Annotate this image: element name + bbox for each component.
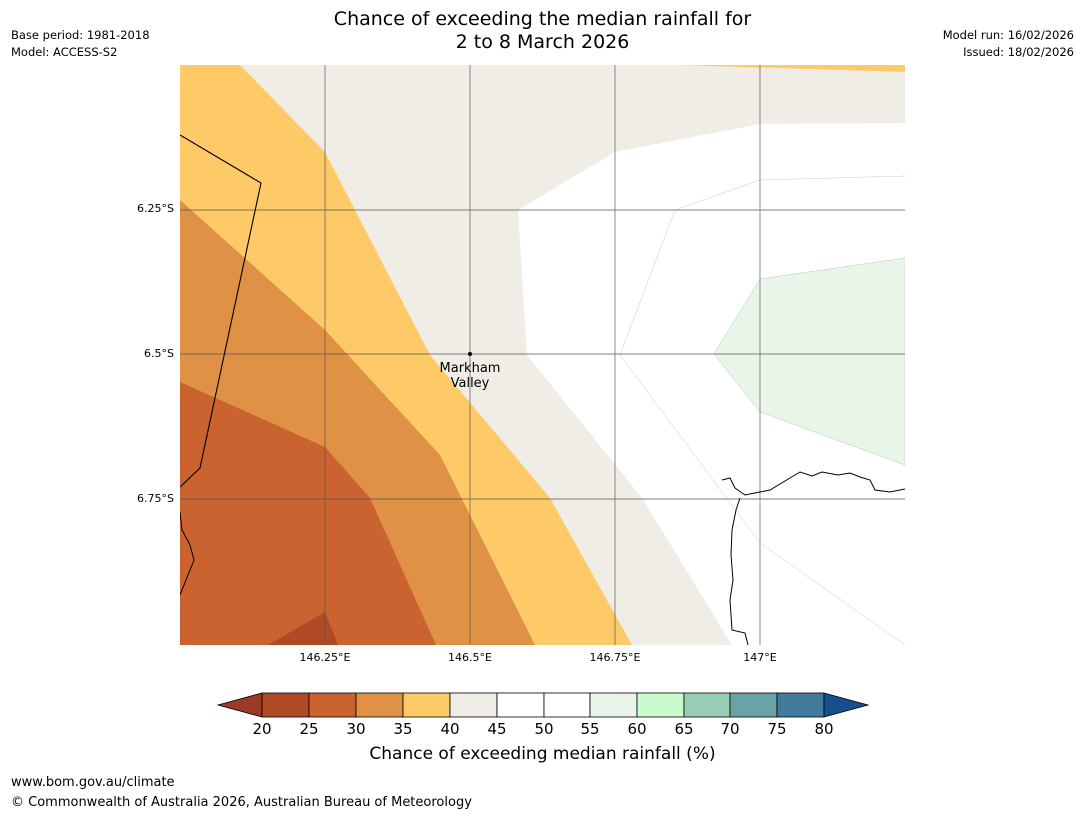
colorbar-bin-50-55 [543, 692, 591, 718]
colorbar-bin-30-35 [355, 692, 404, 718]
colorbar-tick: 70 [720, 720, 740, 738]
colorbar-bin-25-30 [308, 692, 357, 718]
base-period: Base period: 1981-2018 [11, 28, 150, 42]
place-label: Markham Valley [425, 361, 515, 391]
footer-copyright: © Commonwealth of Australia 2026, Austra… [11, 795, 472, 810]
colorbar-bin-35-40 [402, 692, 451, 718]
place-label-line1: Markham [439, 361, 501, 376]
zone-25-30 [180, 382, 436, 645]
zone-35-40-top [680, 65, 905, 72]
colorbar-bin-75-80 [776, 692, 825, 718]
map-title-line2: 2 to 8 March 2026 [455, 31, 630, 53]
colorbar-label: Chance of exceeding median rainfall (%) [369, 744, 716, 764]
meta-right: Model run: 16/02/2026 Issued: 18/02/2026 [943, 27, 1074, 61]
issued-date: Issued: 18/02/2026 [963, 45, 1074, 59]
colorbar-tick: 40 [440, 720, 460, 738]
lat-tick-1: 6.25°S [137, 202, 174, 215]
colorbar-tick: 75 [767, 720, 787, 738]
meta-left: Base period: 1981-2018 Model: ACCESS-S2 [11, 27, 150, 61]
lon-tick-2: 146.5°E [448, 651, 492, 664]
model-run: Model run: 16/02/2026 [942, 28, 1074, 42]
colorbar-tick: 50 [534, 720, 554, 738]
colorbar-arrow-high [823, 692, 870, 718]
colorbar-tick: 20 [252, 720, 272, 738]
lon-tick-1: 146.25°E [299, 651, 351, 664]
coastline-west [180, 511, 195, 596]
colorbar-tick: 60 [627, 720, 647, 738]
place-marker [468, 352, 472, 356]
colorbar-tick: 25 [299, 720, 319, 738]
coastline-river [729, 497, 749, 645]
zone-55-60 [713, 257, 905, 466]
map-title-line1: Chance of exceeding the median rainfall … [333, 8, 752, 30]
colorbar-bin-20-25 [261, 692, 310, 718]
rainfall-map [180, 65, 905, 645]
colorbar-bin-60-65 [636, 692, 685, 718]
colorbar-arrow-low [216, 692, 263, 718]
contour-50 [619, 175, 905, 645]
colorbar-bin-70-75 [729, 692, 778, 718]
graticule [180, 65, 905, 645]
colorbar-bin-65-70 [683, 692, 731, 718]
colorbar-tick: 80 [814, 720, 834, 738]
colorbar-tick: 35 [393, 720, 413, 738]
colorbar-bin-55-60 [589, 692, 638, 718]
map-title: Chance of exceeding the median rainfall … [0, 8, 1085, 54]
lon-tick-4: 147°E [743, 651, 777, 664]
border-line [180, 134, 262, 488]
place-label-line2: Valley [450, 376, 490, 391]
colorbar-bin-45-50 [496, 692, 545, 718]
footer-url[interactable]: www.bom.gov.au/climate [11, 775, 175, 790]
zone-20-25 [268, 612, 338, 645]
colorbar-bin-40-45 [449, 692, 498, 718]
colorbar-tick: 65 [674, 720, 694, 738]
colorbar-tick: 55 [580, 720, 600, 738]
lat-tick-3: 6.75°S [137, 492, 174, 505]
model-name: Model: ACCESS-S2 [11, 45, 118, 59]
lat-tick-2: 6.5°S [144, 347, 174, 360]
coastline-east [721, 471, 905, 496]
colorbar-tick: 30 [346, 720, 366, 738]
colorbar-tick: 45 [487, 720, 507, 738]
lon-tick-3: 146.75°E [589, 651, 641, 664]
